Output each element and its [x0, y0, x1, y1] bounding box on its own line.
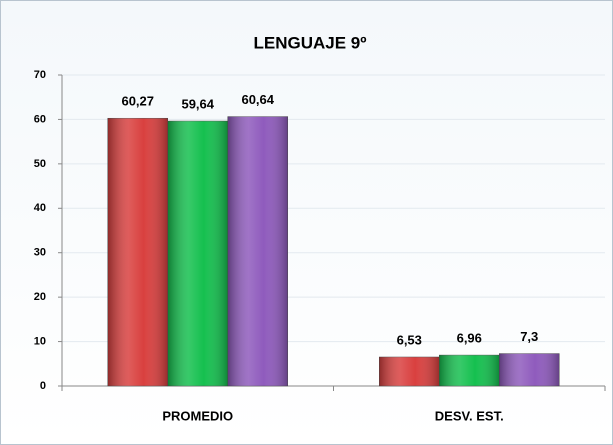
y-tick-label: 20	[34, 291, 46, 303]
bar-shade	[227, 116, 288, 386]
chart-title: LENGUAJE 9º	[254, 33, 367, 52]
y-tick-label: 50	[34, 158, 46, 170]
y-tick-label: 10	[34, 335, 46, 347]
bar-shade	[167, 121, 228, 386]
x-tick-label: DESV. EST.	[435, 408, 504, 423]
y-tick-label: 40	[34, 202, 46, 214]
data-label: 60,27	[121, 94, 154, 109]
bar-shade	[379, 356, 440, 386]
y-tick-label: 60	[34, 113, 46, 125]
data-label: 6,53	[397, 332, 422, 347]
data-label: 6,96	[457, 331, 482, 346]
y-tick-label: 70	[34, 69, 46, 81]
x-tick-label: PROMEDIO	[162, 408, 233, 423]
y-tick-label: 30	[34, 247, 46, 259]
bar-shade	[499, 353, 560, 386]
bar-shade	[439, 355, 500, 386]
data-label: 60,64	[241, 92, 274, 107]
data-label: 59,64	[181, 96, 214, 111]
data-label: 7,3	[520, 329, 538, 344]
y-tick-label: 0	[40, 380, 46, 392]
bar-shade	[107, 118, 168, 386]
